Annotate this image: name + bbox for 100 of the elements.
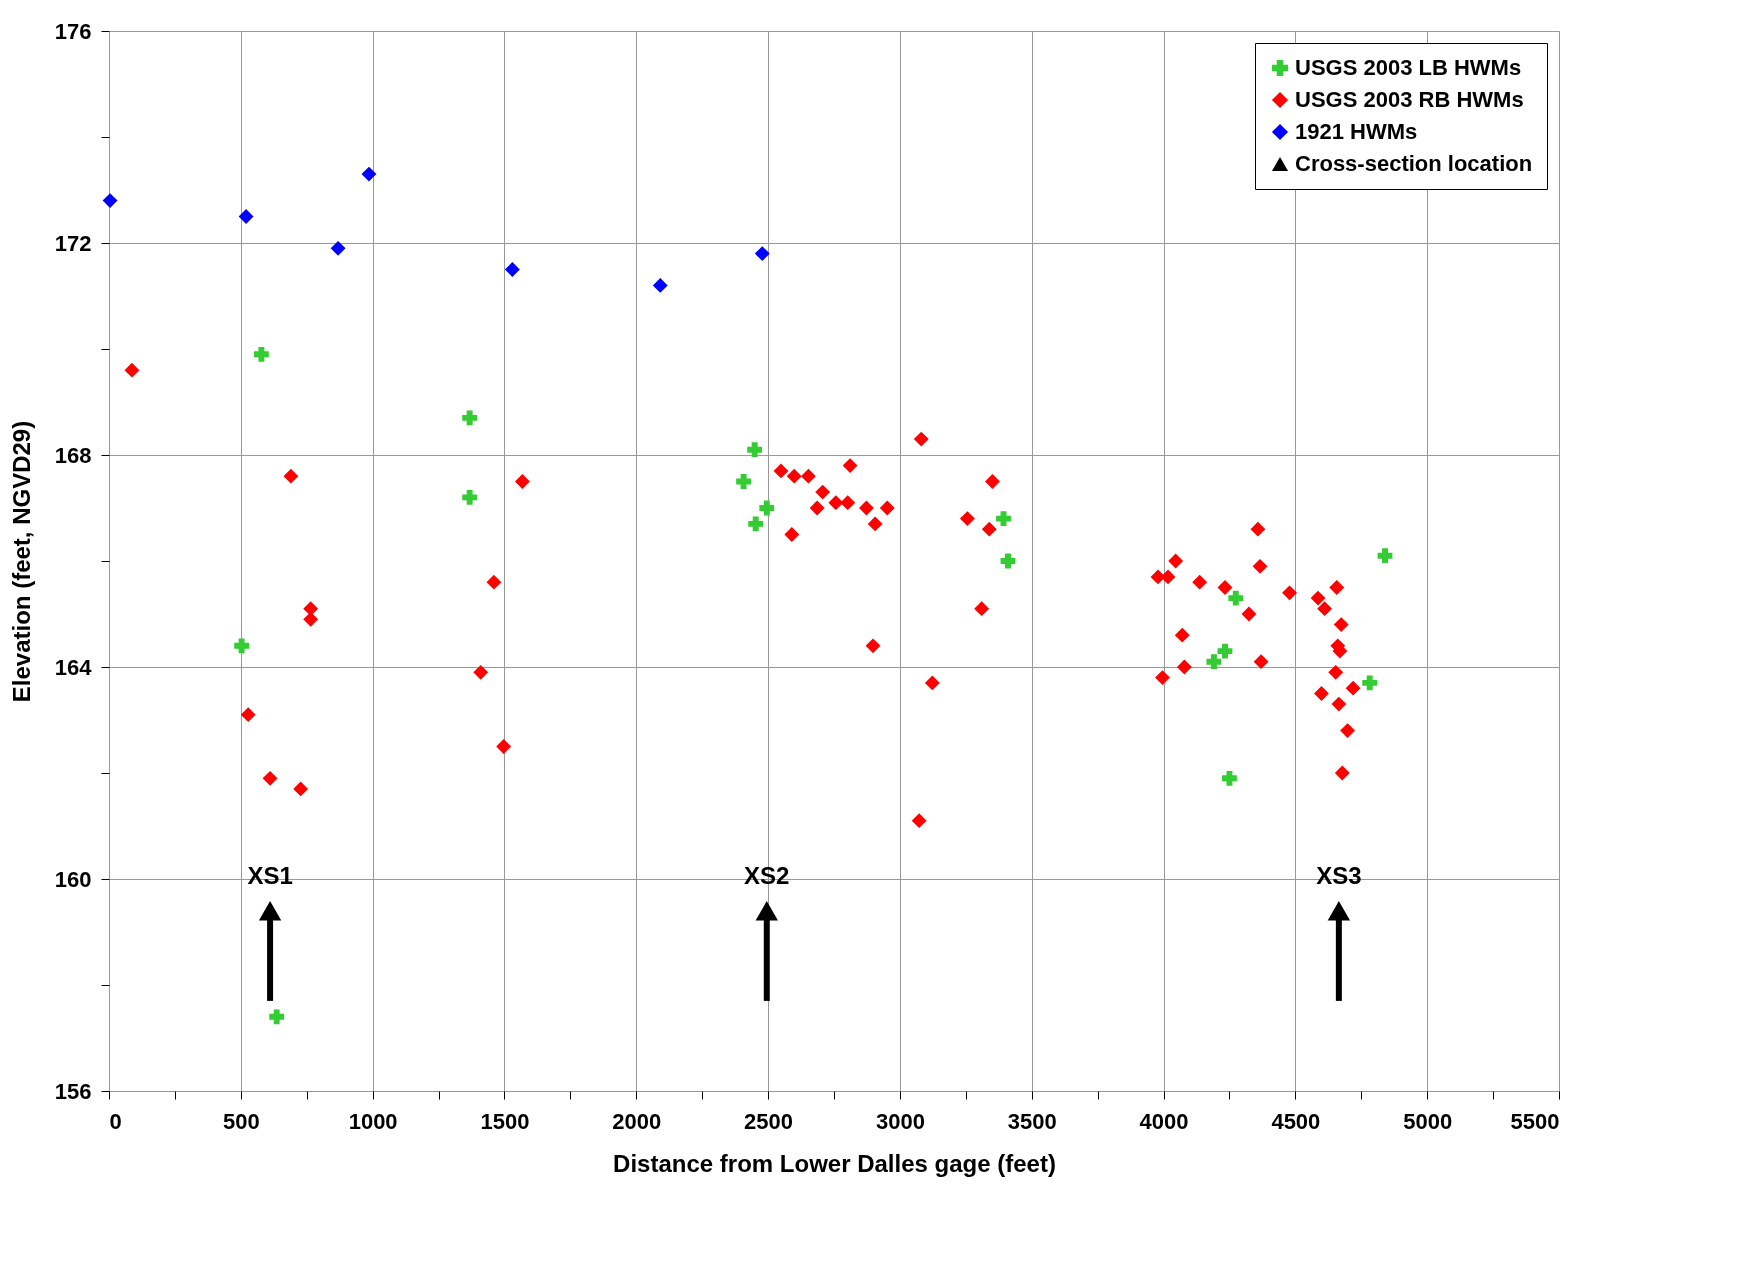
point [1176,659,1192,675]
point [1282,585,1297,601]
point [293,781,309,797]
point [1241,606,1257,622]
point [985,474,1000,489]
point [981,521,997,537]
annotation: XS1 [247,861,293,889]
point [240,707,256,723]
point [773,463,789,479]
point [496,739,512,754]
annotation: XS2 [744,861,790,889]
y-tick-label: 176 [54,18,92,44]
point [1317,601,1333,617]
point [996,511,1011,527]
point [238,209,254,224]
point [269,1009,285,1025]
point [1334,765,1350,781]
point [1328,664,1344,680]
x-tick-label: 5500 [1510,1108,1560,1134]
point [1217,643,1233,659]
point [801,468,816,484]
point [1362,675,1378,691]
point [1228,590,1244,606]
x-axis-title: Distance from Lower Dalles gage (feet) [613,1149,1056,1177]
point [1314,686,1329,701]
point [1192,574,1208,590]
point [1168,553,1184,569]
y-tick-label: 172 [54,230,92,256]
y-tick-label: 164 [54,654,93,680]
point [514,474,530,489]
point [815,484,831,500]
point [748,516,764,532]
point [1206,654,1222,670]
point [504,262,520,277]
point [462,410,478,426]
point [258,901,282,921]
x-tick-label: 2000 [612,1108,662,1134]
y-tick-label: 156 [54,1078,92,1104]
point [840,495,856,511]
point [1327,901,1351,921]
point [330,240,346,256]
point [754,246,770,262]
legend-label: 1921 HWMs [1295,119,1418,144]
point [1222,770,1237,786]
point [1000,553,1016,569]
legend-label: USGS 2003 RB HWMs [1295,87,1524,112]
point [1329,580,1345,595]
x-tick-label: 4000 [1139,1108,1189,1134]
x-tick-label: 5000 [1403,1108,1453,1134]
x-tick-label: 500 [222,1108,260,1134]
point [759,500,775,516]
point [959,511,975,527]
point [924,675,940,691]
x-tick-label: 1000 [348,1108,398,1134]
point [809,500,825,516]
point [473,664,489,680]
point [784,527,800,542]
x-tick-label: 1500 [480,1108,530,1134]
y-axis-title: Elevation (feet, NGVD29) [7,420,35,703]
x-tick-label: 3500 [1007,1108,1057,1134]
point [974,601,990,617]
point [102,193,118,209]
point [786,468,802,484]
point [1253,654,1269,670]
point [1155,670,1170,686]
point [1174,627,1190,643]
point [828,495,844,511]
point [262,770,278,786]
point [913,431,929,447]
y-tick-label: 168 [54,442,92,468]
point [462,489,478,505]
point [652,277,668,293]
annotation: XS3 [1316,861,1362,889]
point [867,516,883,532]
point [283,468,299,484]
point [1250,521,1266,537]
point [1340,723,1355,739]
point [879,500,895,516]
point [1345,680,1361,696]
point [1310,590,1326,606]
point [911,813,927,829]
point [486,574,502,590]
x-tick-label: 3000 [875,1108,925,1134]
point [1252,558,1268,574]
point [842,458,858,474]
legend-label: USGS 2003 LB HWMs [1295,55,1522,80]
x-tick-label: 4500 [1271,1108,1321,1134]
y-tick-label: 160 [54,866,92,892]
point [1331,696,1347,712]
point [755,901,778,921]
point [253,346,269,362]
point [1333,617,1349,633]
point [736,474,751,489]
point [361,166,377,182]
point [865,638,881,654]
x-tick-label: 2500 [744,1108,794,1134]
point [747,442,763,458]
point [234,638,250,654]
x-tick-label: 0 [109,1108,122,1134]
legend-label: Cross-section location [1295,151,1533,176]
